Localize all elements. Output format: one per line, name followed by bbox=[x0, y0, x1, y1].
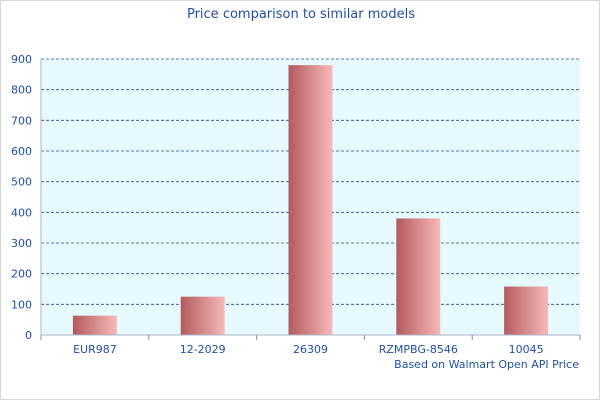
y-tick-label: 800 bbox=[11, 84, 32, 97]
chart-title: Price comparison to similar models bbox=[187, 7, 415, 22]
chart-footnote: Based on Walmart Open API Price bbox=[394, 358, 579, 371]
y-tick-label: 0 bbox=[25, 329, 32, 342]
bar-26309 bbox=[288, 65, 333, 335]
y-tick-label: 200 bbox=[11, 268, 32, 281]
x-tick-label: EUR987 bbox=[73, 343, 117, 356]
x-tick-label: RZMPBG-8546 bbox=[379, 343, 458, 356]
bar-12-2029 bbox=[180, 296, 225, 335]
bar-EUR987 bbox=[72, 315, 117, 335]
y-tick-label: 400 bbox=[11, 206, 32, 219]
x-tick-label: 10045 bbox=[509, 343, 544, 356]
y-axis-tick-labels: 0 100 200 300 400 500 600 700 800 900 bbox=[11, 53, 32, 342]
y-tick-label: 300 bbox=[11, 237, 32, 250]
y-tick-label: 600 bbox=[11, 145, 32, 158]
bar-10045 bbox=[504, 286, 549, 335]
y-tick-label: 900 bbox=[11, 53, 32, 66]
x-tick-label: 12-2029 bbox=[180, 343, 226, 356]
x-axis-tick-labels: EUR987 12-2029 26309 RZMPBG-8546 10045 bbox=[73, 343, 544, 356]
bars bbox=[72, 65, 549, 335]
y-tick-label: 700 bbox=[11, 114, 32, 127]
y-tick-label: 500 bbox=[11, 176, 32, 189]
bar-RZMPBG-8546 bbox=[396, 218, 441, 335]
y-tick-label: 100 bbox=[11, 298, 32, 311]
x-tick-label: 26309 bbox=[293, 343, 328, 356]
axes bbox=[40, 59, 581, 340]
